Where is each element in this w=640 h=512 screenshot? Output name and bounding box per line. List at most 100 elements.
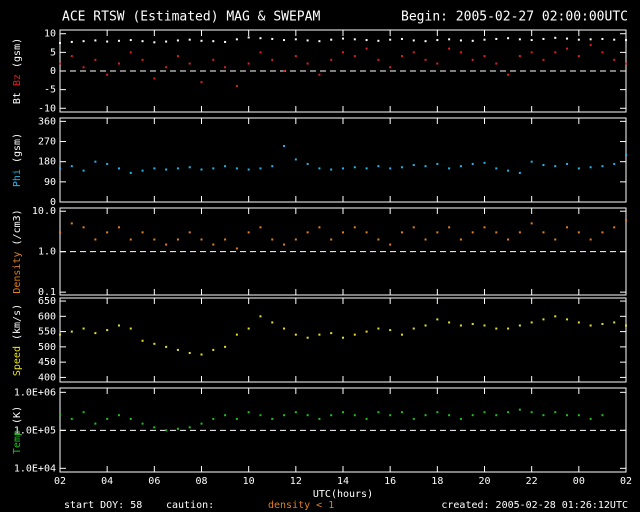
data-point — [566, 47, 569, 50]
data-point — [259, 226, 262, 229]
start-doy: start DOY: 58 — [64, 500, 142, 511]
data-point — [448, 47, 451, 50]
data-point — [330, 414, 333, 417]
data-point — [625, 324, 627, 327]
data-point — [566, 226, 569, 229]
y-tick-label: 600 — [38, 311, 56, 322]
data-point — [471, 39, 474, 42]
data-point — [259, 315, 262, 318]
data-point — [271, 417, 274, 420]
x-tick-label: 16 — [384, 476, 396, 487]
y-tick-label: 10.0 — [32, 206, 56, 217]
data-point — [507, 169, 510, 172]
data-point — [176, 348, 179, 351]
data-point — [259, 167, 262, 170]
data-point — [377, 327, 380, 330]
data-point — [271, 58, 274, 61]
y-axis-label: Bt Bz (gsm) — [12, 38, 23, 104]
data-point — [129, 39, 132, 42]
data-point — [330, 238, 333, 241]
data-point — [400, 55, 403, 58]
data-point — [294, 333, 297, 336]
data-point — [353, 38, 356, 41]
data-point — [106, 329, 109, 332]
data-point — [495, 231, 498, 234]
data-point — [271, 238, 274, 241]
data-point — [589, 324, 592, 327]
data-point — [613, 321, 616, 324]
x-axis-label: UTC(hours) — [313, 489, 373, 500]
data-point — [259, 51, 262, 54]
data-point — [176, 167, 179, 170]
x-tick-label: 02 — [54, 476, 66, 487]
data-point — [554, 51, 557, 54]
data-point — [542, 231, 545, 234]
data-point — [294, 238, 297, 241]
data-point — [459, 417, 462, 420]
caution-label: caution: — [166, 500, 214, 511]
data-point — [471, 162, 474, 165]
data-point — [200, 39, 203, 42]
data-point — [224, 238, 227, 241]
data-point — [188, 62, 191, 65]
y-tick-label: 0.1 — [38, 287, 56, 298]
data-point — [200, 238, 203, 241]
data-point — [153, 342, 156, 345]
data-point — [200, 422, 203, 425]
data-point — [188, 351, 191, 354]
data-point — [247, 168, 250, 171]
data-point — [424, 414, 427, 417]
data-point — [106, 231, 109, 234]
data-point — [566, 318, 569, 321]
data-point — [283, 39, 286, 42]
data-point — [82, 226, 85, 229]
y-unit: (km/s) — [12, 304, 23, 340]
data-point — [377, 411, 380, 414]
data-point — [389, 66, 392, 69]
data-point — [412, 226, 415, 229]
data-point — [365, 167, 368, 170]
data-point — [589, 238, 592, 241]
data-point — [518, 324, 521, 327]
data-point — [436, 231, 439, 234]
y-unit: (/cm3) — [12, 209, 23, 245]
data-point — [176, 55, 179, 58]
data-point — [601, 322, 604, 325]
data-point — [318, 73, 321, 76]
data-point — [212, 40, 215, 43]
data-point — [212, 417, 215, 420]
data-point — [483, 324, 486, 327]
data-point — [70, 40, 73, 43]
data-point — [542, 164, 545, 167]
data-point — [518, 171, 521, 174]
data-point — [283, 414, 286, 417]
data-point — [554, 238, 557, 241]
y-tick-label: 10 — [44, 29, 56, 40]
data-point — [117, 414, 120, 417]
data-point — [294, 55, 297, 58]
data-point — [471, 414, 474, 417]
data-point — [554, 315, 557, 318]
x-tick-label: 08 — [195, 476, 207, 487]
data-point — [247, 327, 250, 330]
data-point — [459, 39, 462, 42]
data-point — [353, 166, 356, 169]
data-point — [283, 145, 286, 147]
y-tick-label: 650 — [38, 296, 56, 307]
data-point — [601, 414, 604, 417]
chart-title: ACE RTSW (Estimated) MAG & SWEPAM — [62, 10, 320, 25]
y-tick-label: 400 — [38, 372, 56, 383]
x-tick-label: 12 — [290, 476, 302, 487]
data-point — [483, 38, 486, 41]
data-point — [518, 55, 521, 58]
data-point — [141, 58, 144, 61]
data-point — [59, 414, 61, 417]
data-point — [365, 330, 368, 333]
y-axis-label: Speed (km/s) — [12, 304, 23, 376]
data-point — [259, 37, 262, 40]
data-point — [495, 327, 498, 330]
data-point — [330, 332, 333, 335]
data-point — [129, 327, 132, 330]
data-point — [94, 58, 97, 61]
